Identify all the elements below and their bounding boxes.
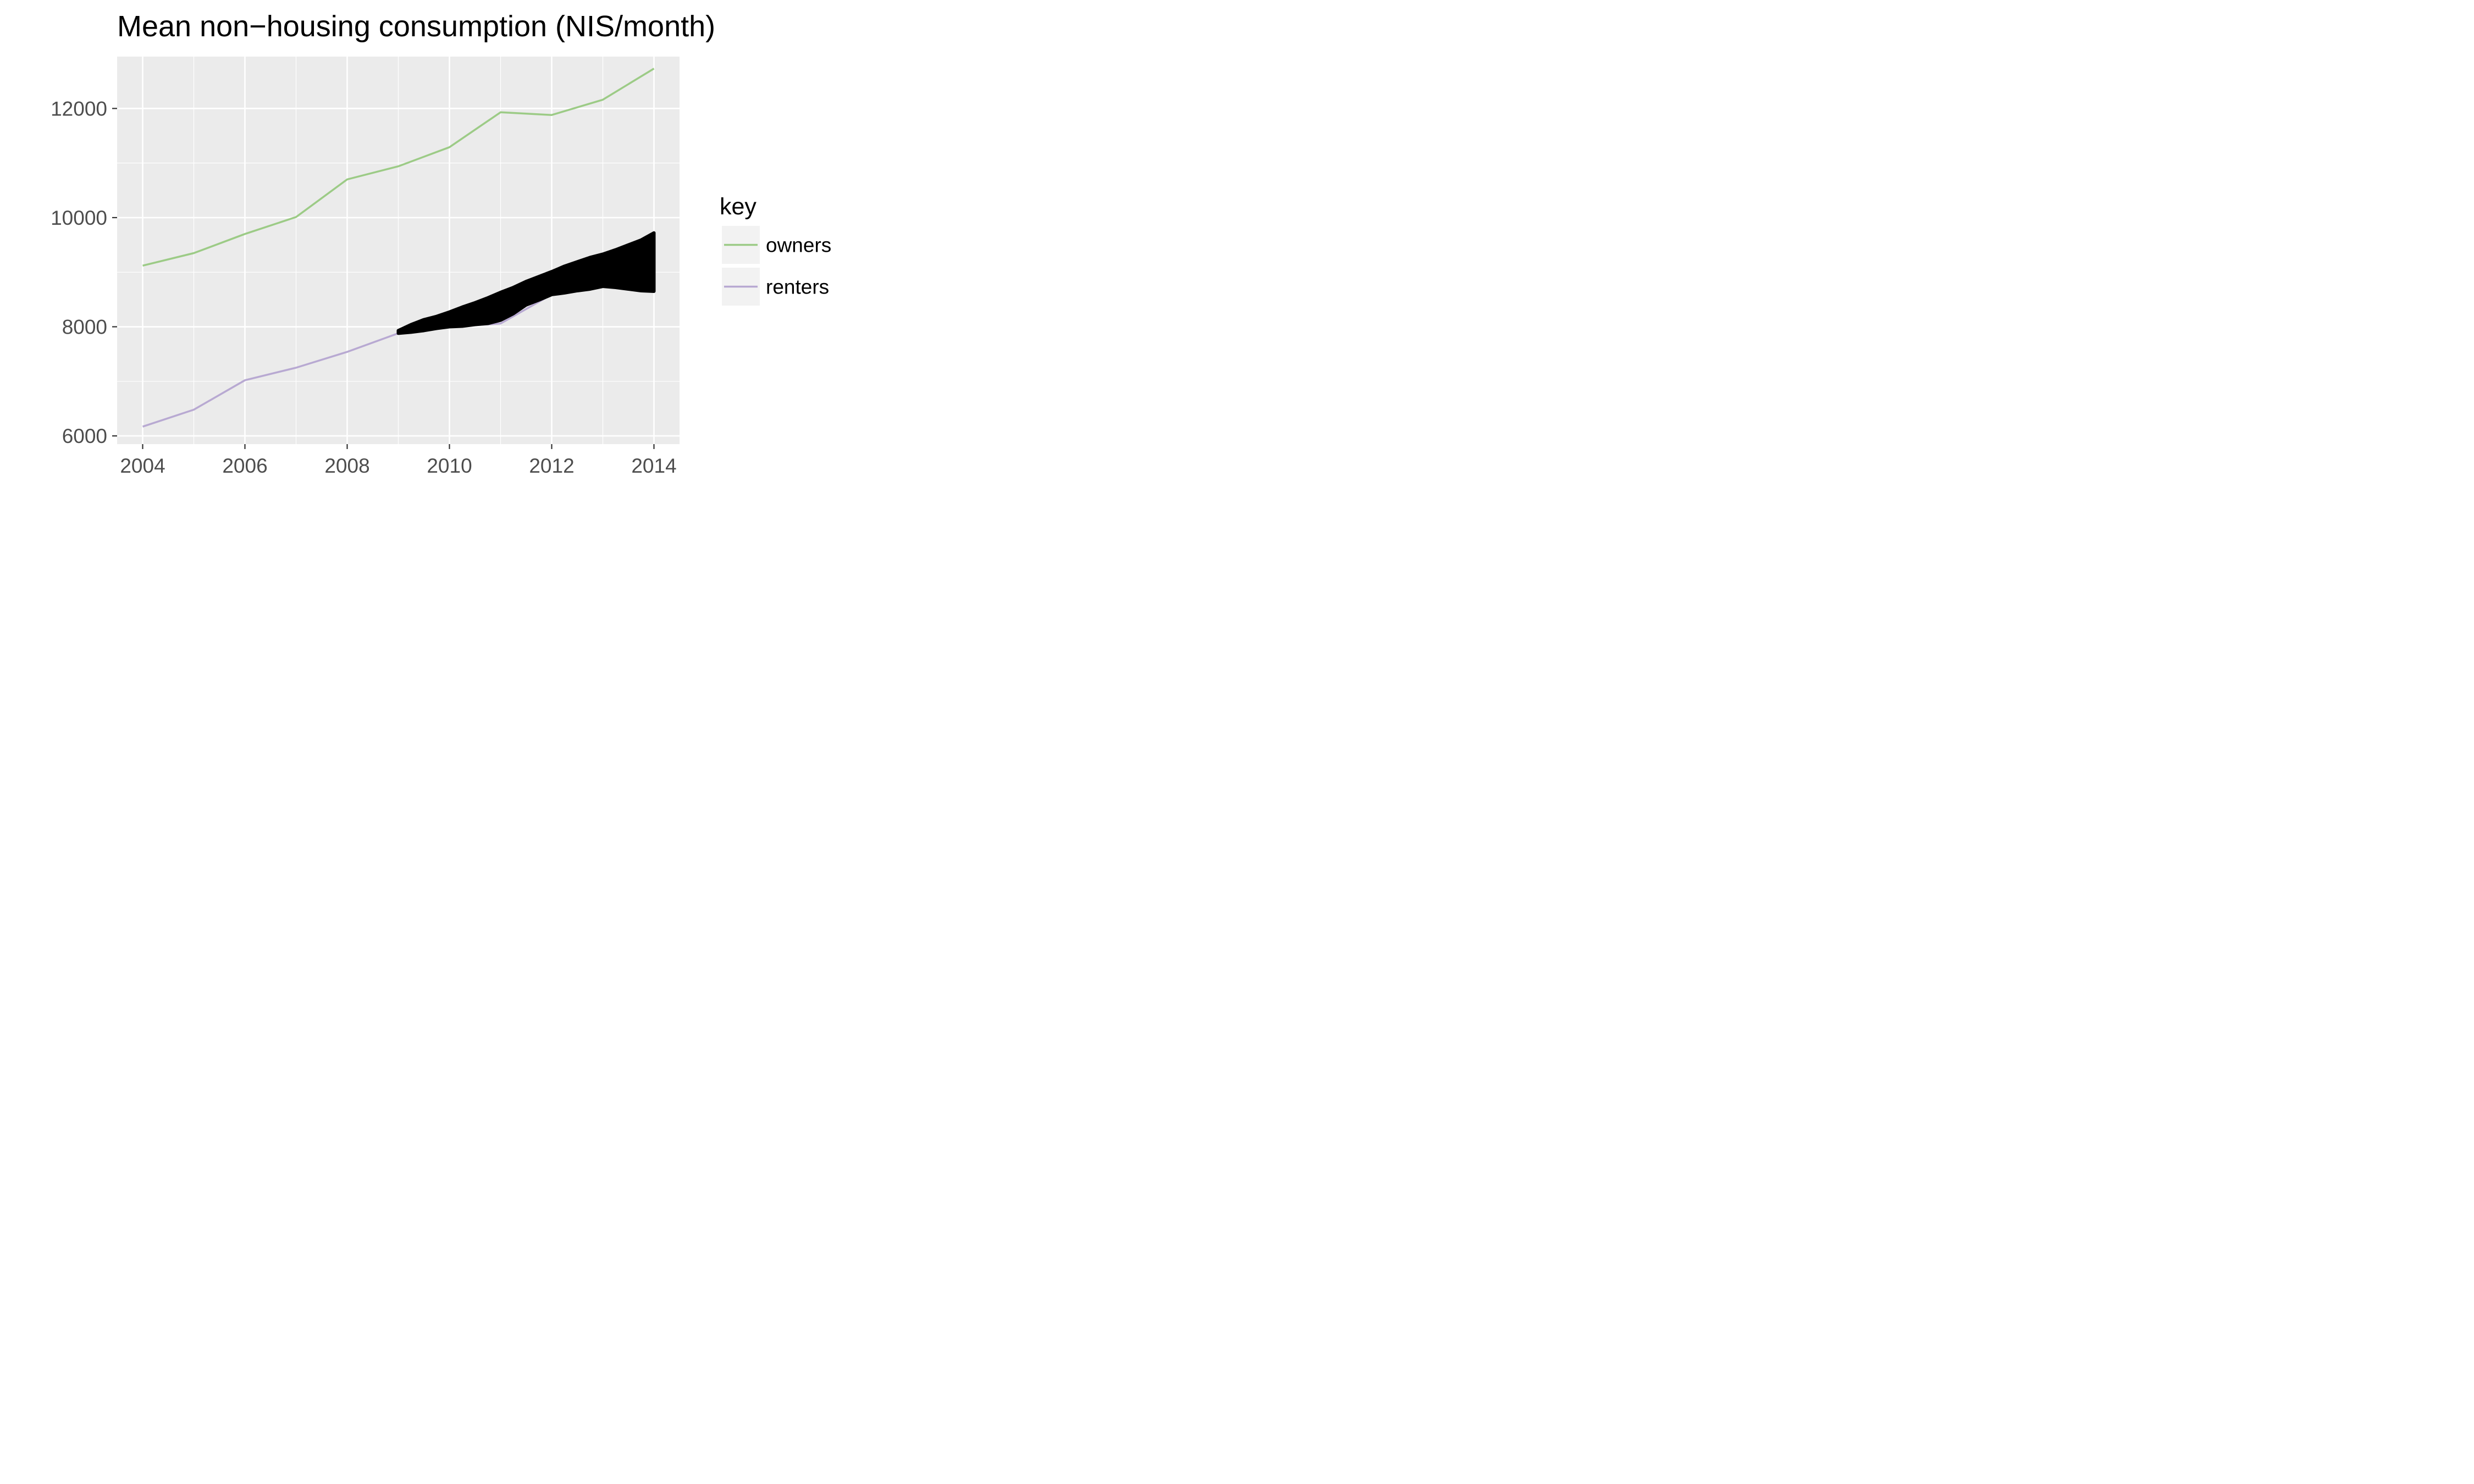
- y-tick-label: 12000: [51, 97, 107, 120]
- x-tick-label: 2006: [222, 455, 267, 477]
- legend: key owners renters: [720, 193, 831, 306]
- legend-label-owners: owners: [766, 234, 831, 257]
- x-tick-label: 2014: [631, 455, 676, 477]
- line-chart: Mean non−housing consumption (NIS/month)…: [51, 10, 831, 477]
- black-band: [396, 231, 656, 335]
- chart-title: Mean non−housing consumption (NIS/month): [117, 10, 715, 43]
- y-tick-label: 8000: [62, 316, 107, 339]
- y-tick-label: 6000: [62, 425, 107, 447]
- chart-container: Mean non−housing consumption (NIS/month)…: [0, 0, 858, 514]
- y-tick-label: 10000: [51, 207, 107, 229]
- series-line-owners: [142, 68, 655, 267]
- plot-panel: 2004 2006 2008 2010 2012 2014 6000 8000 10000 120…: [51, 57, 680, 477]
- x-tick-label: 2008: [324, 455, 369, 477]
- legend-label-renters: renters: [766, 276, 829, 298]
- legend-title: key: [720, 193, 756, 220]
- x-tick-label: 2004: [120, 455, 165, 477]
- x-tick-label: 2010: [427, 455, 472, 477]
- x-tick-label: 2012: [529, 455, 574, 477]
